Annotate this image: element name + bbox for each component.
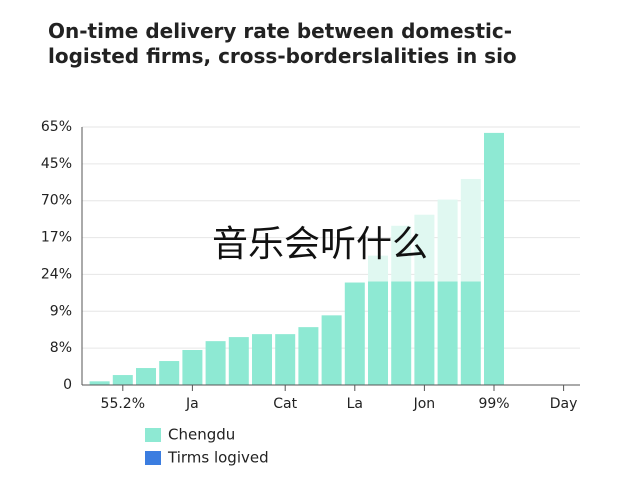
- bar: [391, 225, 412, 282]
- x-tick-label: 55.2%: [101, 396, 145, 412]
- bar: [484, 132, 504, 385]
- y-tick-label: 0: [63, 377, 72, 393]
- x-tick-label: 99%: [478, 396, 509, 412]
- legend-label: Tirms logived: [167, 449, 269, 467]
- bar: [460, 178, 481, 282]
- x-tick-label: Day: [550, 396, 578, 412]
- bar: [437, 281, 458, 385]
- y-tick-label: 65%: [41, 119, 72, 135]
- bar: [89, 381, 110, 385]
- y-tick-label: 8%: [50, 340, 72, 356]
- bar: [344, 282, 365, 385]
- bar: [321, 315, 342, 385]
- y-tick-label: 9%: [50, 303, 72, 319]
- bar: [159, 361, 180, 385]
- bar: [205, 341, 226, 385]
- bar: [112, 375, 133, 385]
- y-tick-label: 45%: [41, 156, 72, 172]
- y-tick-label: 70%: [41, 193, 72, 209]
- bar: [275, 334, 296, 385]
- y-tick-label: 24%: [41, 266, 72, 282]
- bar: [391, 281, 412, 385]
- chart-title: logisted firms, cross-borderslalities in…: [48, 44, 517, 68]
- bar: [414, 214, 435, 282]
- bar: [368, 255, 388, 282]
- bar: [414, 281, 435, 385]
- x-tick-label: Jon: [413, 396, 436, 412]
- bar: [368, 281, 388, 385]
- legend-swatch: [145, 428, 161, 442]
- watermark: 音乐会听什么: [212, 224, 428, 265]
- bar: [252, 334, 272, 385]
- bar: [460, 281, 481, 385]
- y-tick-label: 17%: [41, 230, 72, 246]
- legend-swatch: [145, 451, 161, 465]
- chart-title: On-time delivery rate between domestic-: [48, 19, 512, 43]
- x-tick-label: Cat: [273, 396, 297, 412]
- bar: [228, 337, 249, 385]
- bar: [298, 327, 319, 385]
- x-tick-label: Ja: [185, 396, 199, 412]
- x-tick-label: La: [347, 396, 363, 412]
- bar: [182, 349, 203, 385]
- bar: [136, 368, 156, 385]
- bar: [437, 199, 458, 282]
- legend-label: Chengdu: [168, 426, 235, 444]
